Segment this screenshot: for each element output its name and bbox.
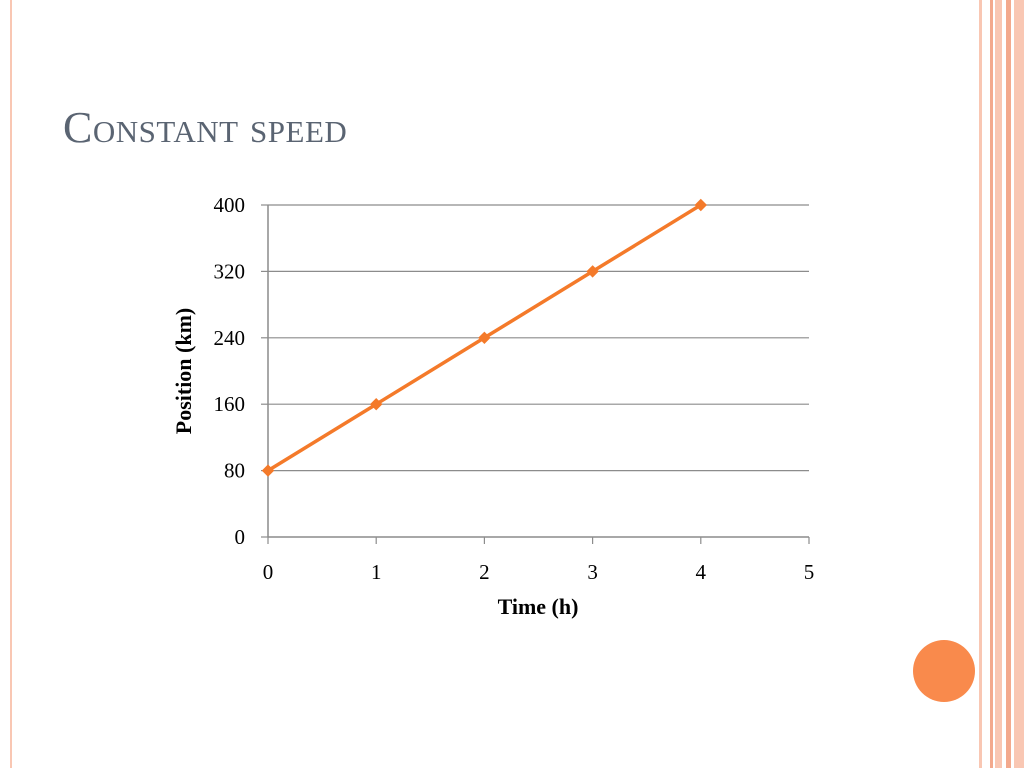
data-point-marker — [261, 464, 275, 477]
frame-stripe — [1014, 0, 1024, 768]
x-axis-title: Time (h) — [498, 594, 579, 619]
x-tick-label: 2 — [479, 560, 490, 584]
tick-labels: 0 80 160 240 320 400 0 1 2 3 4 5 — [214, 193, 815, 584]
y-tick-label: 400 — [214, 193, 246, 217]
frame-left-stripe — [10, 0, 12, 768]
y-axis-title: Position (km) — [171, 308, 196, 435]
data-point-marker — [694, 198, 708, 212]
x-tick-label: 0 — [263, 560, 274, 584]
data-point-marker — [369, 397, 383, 411]
slide-title: Constant speed — [63, 103, 348, 152]
y-tick-label: 320 — [214, 259, 246, 283]
frame-stripe — [979, 0, 982, 768]
y-tick-label: 240 — [214, 326, 246, 350]
y-tick-label: 160 — [214, 392, 246, 416]
data-series — [261, 198, 708, 477]
x-tick-label: 5 — [804, 560, 815, 584]
x-tick-label: 4 — [696, 560, 707, 584]
x-tick-label: 1 — [371, 560, 382, 584]
frame-stripe — [990, 0, 993, 768]
y-tick-label: 80 — [224, 459, 245, 483]
frame-stripe — [995, 0, 1002, 768]
frame-stripe — [1006, 0, 1011, 768]
data-point-marker — [478, 331, 491, 345]
gridlines — [268, 204, 809, 472]
x-tick-label: 3 — [587, 560, 598, 584]
axes — [261, 204, 810, 544]
data-point-marker — [586, 265, 599, 278]
y-tick-label: 0 — [235, 525, 246, 549]
accent-dot — [913, 640, 975, 702]
